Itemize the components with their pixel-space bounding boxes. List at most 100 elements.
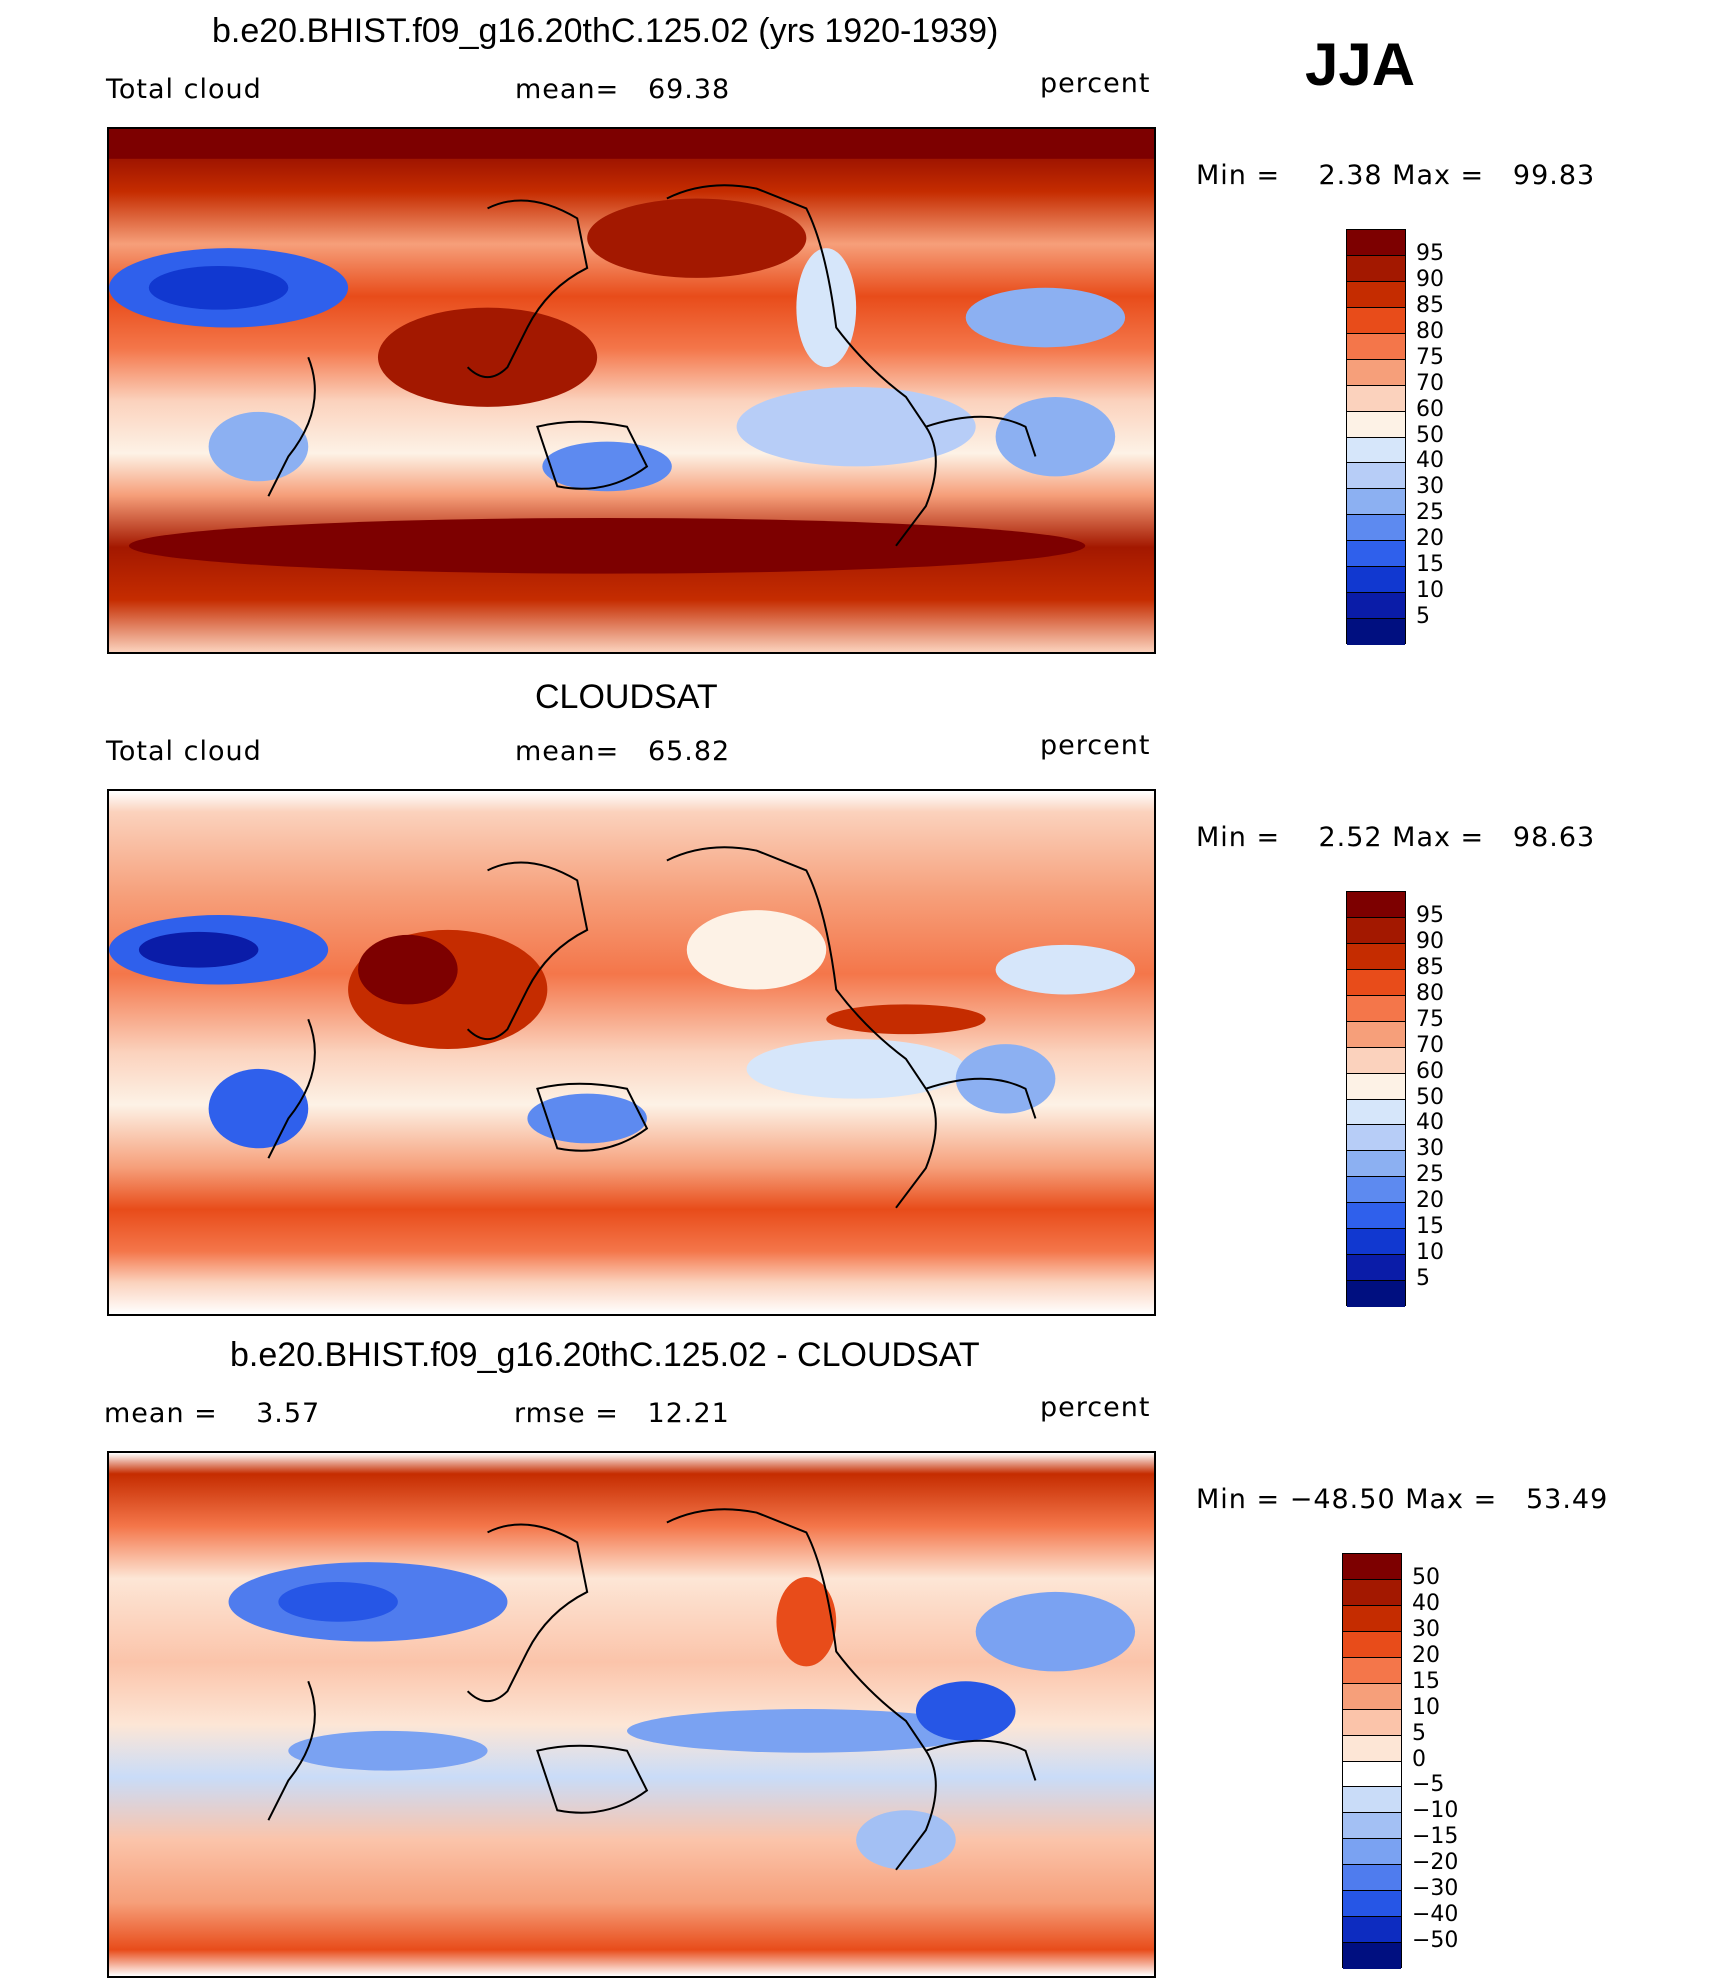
colorbar-swatch [1347,1203,1405,1230]
colorbar-tick-label: −40 [1412,1902,1459,1928]
colorbar-tick-label: 50 [1412,1564,1440,1590]
panel-1-arctic-high [109,129,1154,159]
colorbar-swatch [1347,437,1405,464]
panel-1-se-pacific-low [736,387,976,467]
colorbar-tick-label: −15 [1412,1824,1459,1850]
colorbar-tick-label: 20 [1416,1188,1444,1214]
colorbar-tick-label: 20 [1416,526,1444,552]
panel-3-indian-neg [288,1730,488,1771]
panel-1-mean-label: mean= 69.38 [515,74,731,105]
panel-3-colorbar [1342,1553,1402,1969]
panel-1-map [107,127,1156,654]
colorbar-swatch [1347,1073,1405,1100]
colorbar-swatch [1347,1151,1405,1178]
colorbar-tick-label: 75 [1416,344,1444,370]
panel-2-n-pacific-clear [686,910,827,990]
panel-1-australia-low [542,441,672,492]
colorbar-swatch [1347,385,1405,412]
colorbar-swatch [1347,541,1405,568]
colorbar-tick-label: 30 [1416,474,1444,500]
colorbar-tick-label: −50 [1412,1928,1459,1954]
colorbar-swatch [1343,1709,1401,1736]
panel-2-n-atlantic-low [995,944,1136,995]
colorbar-tick-label: 15 [1416,1214,1444,1240]
colorbar-swatch [1347,1047,1405,1074]
colorbar-swatch [1347,943,1405,970]
colorbar-tick-label: −5 [1412,1772,1445,1798]
colorbar-tick-label: 80 [1416,318,1444,344]
colorbar-tick-label: 95 [1416,902,1444,928]
colorbar-swatch [1347,463,1405,490]
colorbar-swatch [1343,1865,1401,1892]
colorbar-tick-label: 60 [1416,396,1444,422]
colorbar-tick-label: 25 [1416,1162,1444,1188]
panel-3-minmax: Min = −48.50 Max = 53.49 [1196,1484,1609,1515]
panel-3-se-pacific-neg [856,1810,956,1870]
colorbar-swatch [1343,1554,1401,1580]
colorbar-tick-label: 70 [1416,370,1444,396]
panel-2-units-label: percent [1040,730,1151,761]
colorbar-swatch [1347,1229,1405,1256]
panel-1-warm-pool-high [377,307,598,407]
colorbar-tick-label: 50 [1416,1084,1444,1110]
panel-3-title: b.e20.BHIST.f09_g16.20thC.125.02 - CLOUD… [230,1336,980,1374]
colorbar-swatch [1347,1021,1405,1048]
colorbar-swatch [1347,333,1405,360]
panel-2-se-pacific-low [746,1039,966,1099]
colorbar-tick-label: 85 [1416,954,1444,980]
colorbar-tick-label: 40 [1416,1110,1444,1136]
panel-1-variable-label: Total cloud [106,74,262,105]
panel-2-colorbar [1346,891,1406,1307]
colorbar-tick-label: 40 [1416,448,1444,474]
panel-1-s-america-low [995,396,1116,477]
panel-1-southern-ocean-high [128,518,1086,574]
panel-2-itcz-high [826,1004,986,1035]
colorbar-swatch [1343,1761,1401,1788]
panel-3-units-label: percent [1040,1392,1151,1423]
panel-1-coastlines [267,184,1037,547]
colorbar-tick-label: −10 [1412,1798,1459,1824]
colorbar-swatch [1347,1177,1405,1204]
colorbar-tick-label: 30 [1416,1136,1444,1162]
colorbar-tick-label: 5 [1416,604,1430,630]
colorbar-swatch [1347,255,1405,282]
colorbar-tick-label: 15 [1412,1668,1440,1694]
panel-2-mean-label: mean= 65.82 [515,736,731,767]
panel-1-colorbar [1346,229,1406,645]
panel-1-n-pacific-high [587,198,807,278]
colorbar-swatch [1347,411,1405,438]
colorbar-swatch [1347,917,1405,944]
colorbar-swatch [1343,1631,1401,1658]
colorbar-tick-label: 5 [1412,1720,1426,1746]
panel-3-asia-neg-core [278,1582,398,1622]
panel-2-variable-label: Total cloud [106,736,262,767]
colorbar-swatch [1347,515,1405,542]
colorbar-swatch [1347,359,1405,386]
colorbar-tick-label: −30 [1412,1876,1459,1902]
panel-1-s-africa-low [208,411,309,482]
colorbar-swatch [1347,1125,1405,1152]
panel-1-w-n-america-low [796,248,857,368]
panel-2-map [107,789,1156,1316]
colorbar-swatch [1347,593,1405,620]
colorbar-swatch [1343,1579,1401,1606]
panel-2-title: CLOUDSAT [535,678,718,716]
colorbar-swatch [1343,1839,1401,1866]
colorbar-swatch [1343,1735,1401,1762]
colorbar-swatch [1347,567,1405,594]
colorbar-tick-label: 95 [1416,240,1444,266]
panel-3-w-n-america-pos [776,1577,837,1667]
panel-1-n-atlantic-low [965,287,1126,348]
panel-2-s-africa-low [208,1068,309,1149]
panel-2-s-america-low [955,1044,1056,1114]
panel-2-warm-pool-core [358,934,458,1005]
colorbar-swatch [1347,307,1405,334]
colorbar-swatch [1343,1657,1401,1684]
panel-2-coastlines [267,846,1037,1209]
panel-1-sahara-core [148,265,289,310]
colorbar-tick-label: 70 [1416,1032,1444,1058]
colorbar-swatch [1347,1281,1405,1307]
panel-3-atlantic-neg [975,1591,1136,1672]
colorbar-tick-label: 25 [1416,500,1444,526]
colorbar-swatch [1347,892,1405,918]
